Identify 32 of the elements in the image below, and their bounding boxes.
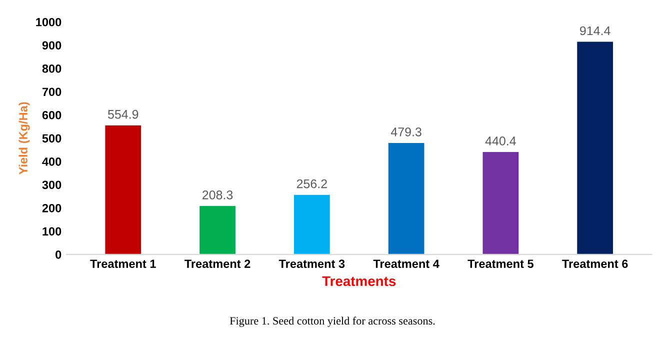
bar [294,194,330,254]
x-axis-title: Treatments [322,276,396,286]
y-tick-label: 0 [56,250,62,259]
x-tick-label: Treatment 3 [278,260,345,268]
data-label: 914.4 [580,26,610,36]
y-tick-label: 100 [42,227,62,236]
data-label: 440.4 [485,136,516,146]
x-tick-label: Treatment 2 [184,260,250,268]
y-tick-label: 1000 [36,18,62,26]
bar [482,152,519,254]
y-tick-label: 900 [42,41,62,50]
data-label: 208.3 [202,190,233,200]
y-tick-label: 300 [42,180,62,190]
caption: Figure 1. Seed cotton yield for across seasons. [230,316,435,327]
bar [200,206,236,254]
bar [388,142,424,254]
y-axis-title: Yield (Kg/Ha) [18,102,30,174]
y-tick-label: 600 [42,110,62,120]
x-tick-label: Treatment 4 [373,260,440,268]
y-tick-label: 400 [42,157,62,166]
y-tick-label: 800 [42,64,62,73]
data-label: 479.3 [390,127,422,136]
x-tick-label: Treatment 6 [562,260,628,268]
data-label: 554.9 [108,110,138,119]
bar [105,125,142,254]
bar [577,42,613,254]
x-tick-label: Treatment 5 [468,260,534,268]
y-tick-label: 700 [42,88,62,96]
y-tick-label: 500 [42,134,62,143]
y-tick-label: 200 [42,204,62,212]
x-tick-label: Treatment 1 [90,260,156,268]
data-label: 256.2 [296,179,327,188]
